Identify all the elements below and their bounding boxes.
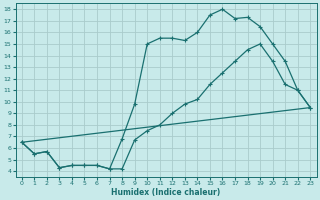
X-axis label: Humidex (Indice chaleur): Humidex (Indice chaleur) [111,188,221,197]
